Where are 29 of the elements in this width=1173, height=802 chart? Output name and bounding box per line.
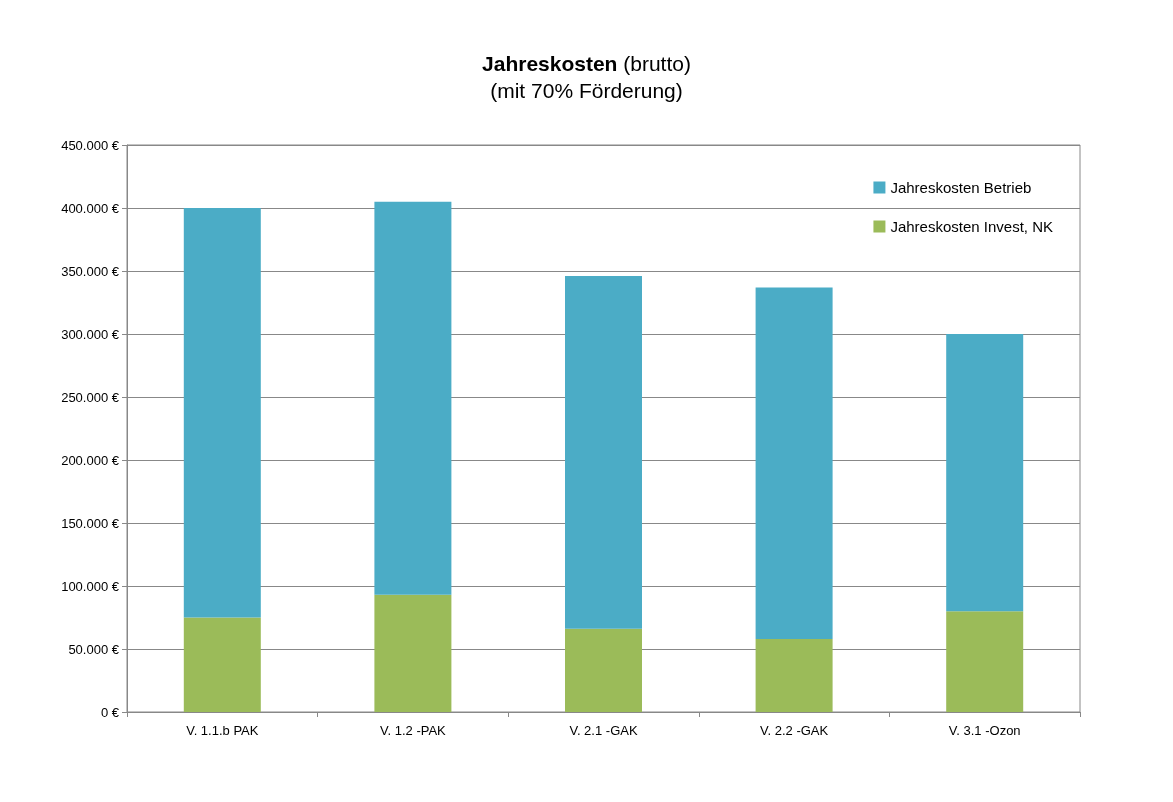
x-tick-label: V. 3.1 -Ozon [948, 723, 1021, 738]
y-tick-label: 200.000 € [61, 452, 120, 468]
bar [946, 334, 1024, 612]
y-tick-label: 150.000 € [61, 515, 120, 531]
y-tick-label: 400.000 € [61, 200, 120, 216]
bar [374, 201, 452, 595]
y-tick-label: 450.000 € [61, 137, 120, 153]
x-tick-label: V. 2.2 -GAK [760, 723, 829, 738]
bar [755, 638, 833, 712]
bar [183, 208, 261, 618]
x-tick-label: V. 1.2 -PAK [380, 723, 447, 738]
chart-subtitle: (mit 70% Förderung) [490, 79, 683, 102]
y-tick-label: 50.000 € [68, 641, 120, 657]
bar [374, 594, 452, 712]
y-tick-label: 100.000 € [61, 578, 120, 594]
legend-label: Jahreskosten Invest, NK [890, 218, 1053, 235]
y-tick-label: 300.000 € [61, 326, 120, 342]
legend-label: Jahreskosten Betrieb [890, 179, 1032, 196]
chart-title: Jahreskosten (brutto) [482, 52, 691, 75]
bar [755, 287, 833, 639]
x-tick-label: V. 1.1.b PAK [186, 723, 259, 738]
y-tick-label: 350.000 € [61, 263, 120, 279]
x-tick-label: V. 2.1 -GAK [569, 723, 638, 738]
y-tick-label: 250.000 € [61, 389, 120, 405]
bar [946, 611, 1024, 712]
bar [565, 276, 642, 629]
bar [183, 617, 261, 712]
bar [565, 628, 642, 712]
y-tick-label: 0 € [100, 704, 120, 720]
